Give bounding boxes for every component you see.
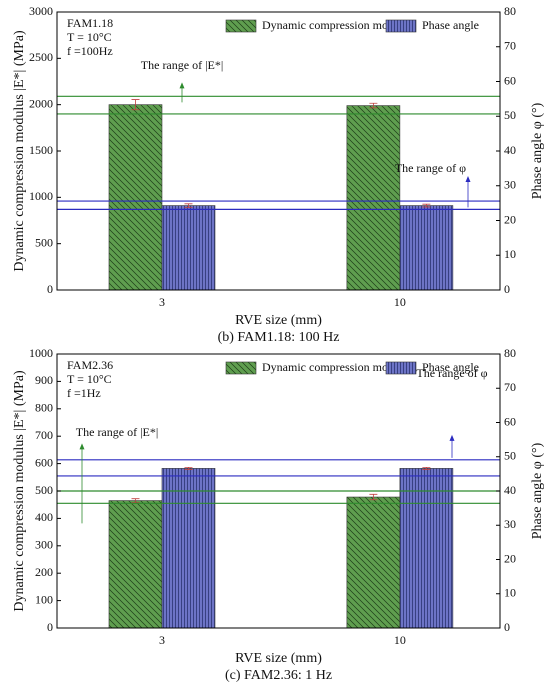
y-tick-label: 2500 [29, 50, 53, 64]
legend-swatch [385, 361, 417, 375]
legend-swatch [385, 19, 417, 33]
bar [108, 104, 163, 291]
annotation: The range of φ [395, 161, 466, 175]
condition: T = 10°C [67, 30, 112, 44]
bar [399, 468, 454, 629]
error-bar [369, 493, 378, 501]
legend-swatch [225, 19, 257, 33]
error-bar [369, 102, 378, 109]
error-bar [184, 466, 193, 470]
y2-tick-label: 60 [504, 73, 516, 87]
y-tick-label: 600 [35, 455, 53, 469]
condition: f =100Hz [67, 44, 113, 58]
y2-tick-label: 10 [504, 586, 516, 600]
y-tick-label: 700 [35, 428, 53, 442]
y-tick-label: 500 [35, 235, 53, 249]
y2-tick-label: 40 [504, 143, 516, 157]
y-tick-label: 1000 [29, 346, 53, 360]
y-tick-label: 200 [35, 565, 53, 579]
y2-axis-label: Phase angle φ (°) [530, 442, 545, 539]
bar [161, 205, 216, 291]
y-tick-label: 100 [35, 592, 53, 606]
caption: (c) FAM2.36: 1 Hz [225, 668, 332, 683]
legend-label: Phase angle [422, 360, 479, 374]
condition: f =1Hz [67, 386, 101, 400]
condition: FAM2.36 [67, 358, 113, 372]
y2-tick-label: 0 [504, 282, 510, 296]
y-tick-label: 500 [35, 483, 53, 497]
y-axis-label: Dynamic compression modulus |E*| (MPa) [12, 370, 27, 612]
y2-tick-label: 30 [504, 517, 516, 531]
bar [346, 105, 401, 291]
error-bar [422, 203, 431, 208]
arrow-head [179, 82, 185, 89]
y2-tick-label: 70 [504, 39, 516, 53]
y-tick-label: 400 [35, 510, 53, 524]
error-bar [422, 466, 431, 470]
x-axis-label: RVE size (mm) [235, 651, 322, 666]
y-tick-label: 2000 [29, 96, 53, 110]
y2-tick-label: 10 [504, 247, 516, 261]
bar [399, 205, 454, 291]
bar [108, 500, 163, 629]
legend-swatch [225, 361, 257, 375]
y2-tick-label: 60 [504, 414, 516, 428]
y-tick-label: 900 [35, 373, 53, 387]
y2-tick-label: 50 [504, 108, 516, 122]
x-tick-label: 10 [394, 633, 406, 647]
caption: (b) FAM1.18: 100 Hz [218, 330, 340, 345]
arrow-head [449, 434, 455, 441]
x-axis-label: RVE size (mm) [235, 313, 322, 328]
y2-tick-label: 80 [504, 4, 516, 18]
legend-label: Dynamic compression modulus [262, 18, 414, 32]
arrow-head [79, 443, 85, 450]
condition: T = 10°C [67, 372, 112, 386]
y-tick-label: 0 [47, 282, 53, 296]
arrow-head [465, 176, 471, 183]
y-tick-label: 3000 [29, 4, 53, 18]
y-tick-label: 0 [47, 620, 53, 634]
x-tick-label: 10 [394, 295, 406, 309]
bar [161, 468, 216, 629]
x-tick-label: 3 [159, 633, 165, 647]
x-tick-label: 3 [159, 295, 165, 309]
y2-tick-label: 20 [504, 551, 516, 565]
error-bar [131, 99, 140, 111]
y-tick-label: 1000 [29, 189, 53, 203]
legend-label: Phase angle [422, 18, 479, 32]
y2-tick-label: 30 [504, 178, 516, 192]
annotation: The range of |E*| [141, 58, 223, 72]
y-tick-label: 800 [35, 401, 53, 415]
y2-tick-label: 80 [504, 346, 516, 360]
y-tick-label: 300 [35, 538, 53, 552]
condition: FAM1.18 [67, 16, 113, 30]
y-tick-label: 1500 [29, 143, 53, 157]
y2-axis-label: Phase angle φ (°) [530, 102, 545, 199]
y2-tick-label: 20 [504, 212, 516, 226]
y2-tick-label: 0 [504, 620, 510, 634]
annotation: The range of φ [416, 366, 487, 380]
error-bar [131, 498, 140, 503]
y-axis-label: Dynamic compression modulus |E*| (MPa) [12, 30, 27, 272]
legend-label: Dynamic compression modulus [262, 360, 414, 374]
annotation: The range of |E*| [76, 425, 158, 439]
y2-tick-label: 50 [504, 449, 516, 463]
y2-tick-label: 40 [504, 483, 516, 497]
error-bar [184, 203, 193, 208]
bar [346, 496, 401, 629]
y2-tick-label: 70 [504, 380, 516, 394]
